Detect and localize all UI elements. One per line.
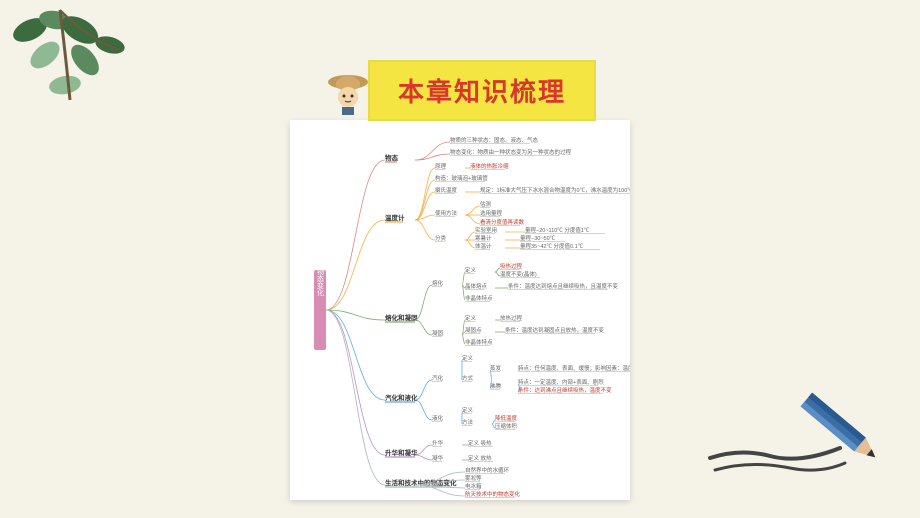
svg-text:放热过程: 放热过程 [500,314,523,322]
svg-text:条件：温度达到熔点且继续吸热，且温度不变: 条件：温度达到熔点且继续吸热，且温度不变 [508,282,619,290]
svg-text:方法: 方法 [462,418,474,426]
svg-text:温度计: 温度计 [385,213,405,222]
svg-text:规定：1标准大气压下冰水混合物温度为0℃，沸水温度为100℃: 规定：1标准大气压下冰水混合物温度为0℃，沸水温度为100℃，0℃到100℃之间… [480,186,630,194]
svg-text:生活和技术中的物态变化: 生活和技术中的物态变化 [385,478,457,487]
svg-text:熔化和凝固: 熔化和凝固 [385,313,418,322]
svg-text:非晶体特点: 非晶体特点 [465,338,493,346]
svg-text:选用量程: 选用量程 [480,209,503,217]
svg-text:特点：一定温度、内部+表面、剧烈: 特点：一定温度、内部+表面、剧烈 [518,378,604,386]
svg-text:凝华: 凝华 [432,454,444,462]
svg-text:物态变化: 物态变化 [317,267,325,297]
svg-text:定义: 定义 [462,354,474,362]
svg-text:使用方法: 使用方法 [435,209,458,217]
svg-text:实验室用: 实验室用 [475,226,497,234]
svg-text:定义: 定义 [465,314,477,322]
svg-text:凝固点: 凝固点 [465,326,482,334]
svg-text:量程−20~110℃ 分度值1℃: 量程−20~110℃ 分度值1℃ [525,226,590,234]
svg-text:量程−30~50℃: 量程−30~50℃ [520,234,556,242]
svg-text:降低温度: 降低温度 [495,414,518,422]
svg-text:定义 吸热: 定义 吸热 [468,439,492,447]
svg-text:自然界中的水循环: 自然界中的水循环 [465,466,510,474]
svg-text:非晶体特点: 非晶体特点 [465,294,493,302]
svg-text:沸腾: 沸腾 [490,382,502,390]
svg-text:吸热过程: 吸热过程 [500,262,523,270]
svg-text:凝固: 凝固 [432,329,444,337]
svg-text:航天技术中的物态变化: 航天技术中的物态变化 [465,490,521,498]
svg-text:方式: 方式 [462,374,474,382]
svg-text:温度不变(晶体): 温度不变(晶体) [500,270,537,278]
svg-text:物质的三种状态：固态、液态、气态: 物质的三种状态：固态、液态、气态 [450,136,539,144]
svg-text:定义: 定义 [465,266,477,274]
svg-text:摄氏温度: 摄氏温度 [435,186,458,194]
svg-text:量程35~42℃ 分度值0.1℃: 量程35~42℃ 分度值0.1℃ [520,242,584,250]
svg-text:定义 放热: 定义 放热 [468,454,492,462]
svg-text:条件：达到沸点且继续吸热，温度不变: 条件：达到沸点且继续吸热，温度不变 [518,386,612,394]
boy-hat-icon [324,67,372,115]
svg-text:蒸发: 蒸发 [490,364,502,372]
svg-text:液化: 液化 [432,414,444,422]
svg-text:寒暑计: 寒暑计 [475,234,492,242]
svg-text:条件：温度达到凝固点且放热，温度不变: 条件：温度达到凝固点且放热，温度不变 [505,326,605,334]
svg-text:特点：任何温度、表面、缓慢；影响因素：温度、表面积、空气流速: 特点：任何温度、表面、缓慢；影响因素：温度、表面积、空气流速 [518,364,630,372]
svg-text:电冰箱: 电冰箱 [465,482,482,490]
pencil-decoration [700,378,880,498]
svg-text:晶体熔点: 晶体熔点 [465,282,488,290]
title-banner-wrap: 本章知识梳理 [324,60,596,121]
svg-text:分类: 分类 [435,234,447,242]
svg-text:原理: 原理 [435,163,447,170]
page-title: 本章知识梳理 [368,60,596,121]
svg-text:熔化: 熔化 [432,279,444,287]
svg-text:液体的热胀冷缩: 液体的热胀冷缩 [470,162,509,170]
svg-text:物态: 物态 [385,153,399,162]
svg-text:构造：玻璃泡+玻璃管: 构造：玻璃泡+玻璃管 [435,174,488,182]
svg-text:雾凇等: 雾凇等 [465,474,482,482]
svg-text:体温计: 体温计 [475,242,492,250]
svg-text:看清分度值再读数: 看清分度值再读数 [480,218,525,226]
svg-text:估测: 估测 [480,200,492,208]
svg-text:压缩体积: 压缩体积 [495,422,518,430]
svg-text:汽化和液化: 汽化和液化 [385,393,418,402]
plant-decoration [0,0,180,140]
svg-text:定义: 定义 [462,406,474,414]
mindmap-paper: 物态变化 物态 物质的三种状态：固态、液态、气态物态变化：物质由一种状态变为另一种状… [290,120,630,500]
svg-text:升华和凝华: 升华和凝华 [385,448,418,457]
svg-text:汽化: 汽化 [432,374,444,382]
svg-text:升华: 升华 [432,439,444,447]
svg-text:物态变化：物质由一种状态变为另一种状态的过程: 物态变化：物质由一种状态变为另一种状态的过程 [450,148,572,156]
